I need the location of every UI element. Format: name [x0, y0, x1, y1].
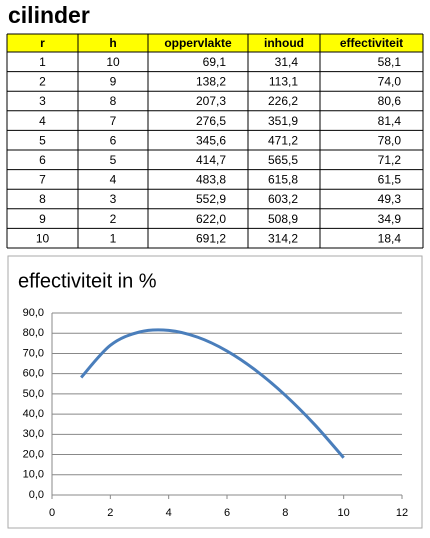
table-cell: 2 — [39, 75, 46, 89]
table-cell: 8 — [110, 94, 117, 108]
table-cell: 226,2 — [268, 94, 298, 108]
table-cell: 81,4 — [378, 114, 402, 128]
table-cell: 49,3 — [378, 192, 402, 206]
table-cell: 78,0 — [378, 133, 402, 147]
table-cell: 10 — [36, 231, 50, 245]
table-cell: 207,3 — [196, 94, 226, 108]
y-tick-label: 60,0 — [23, 368, 44, 380]
table-cell: 3 — [110, 192, 117, 206]
table-cell: 4 — [110, 173, 117, 187]
table-cell: 552,9 — [196, 192, 226, 206]
chart: 0,0 10,0 20,0 30,0 40,0 50,0 60,0 70,0 80,0 90,0 0… — [23, 307, 409, 519]
table-cell: 622,0 — [196, 212, 226, 226]
table-cell: 471,2 — [268, 133, 298, 147]
x-tick-label: 10 — [338, 507, 350, 519]
x-tick-label: 8 — [282, 507, 288, 519]
header-cell: h — [109, 36, 116, 50]
x-tick-label: 0 — [49, 507, 55, 519]
table-cell: 74,0 — [378, 75, 402, 89]
table-cell: 8 — [39, 192, 46, 206]
data-line — [80, 328, 345, 459]
header-cell: inhoud — [264, 36, 304, 50]
table-cell: 483,8 — [196, 173, 226, 187]
sheet-title: cilinder — [8, 2, 90, 28]
table-cell: 6 — [39, 153, 46, 167]
y-tick-label: 40,0 — [23, 408, 44, 420]
x-tick-label: 12 — [396, 507, 408, 519]
table-cell: 113,1 — [269, 75, 298, 89]
y-tick-label: 10,0 — [23, 469, 44, 481]
table-cell: 691,2 — [196, 231, 226, 245]
table-cell: 9 — [39, 212, 46, 226]
table-cell: 603,2 — [268, 192, 298, 206]
y-tick-label: 30,0 — [23, 428, 44, 440]
table-cell: 2 — [110, 212, 117, 226]
header-bg — [7, 34, 423, 52]
chart-frame — [7, 255, 423, 529]
table-cell: 61,5 — [378, 173, 402, 187]
header-cell: r — [40, 36, 45, 50]
x-tick-label: 2 — [107, 507, 113, 519]
y-tick-label: 80,0 — [23, 327, 44, 339]
chart-title: effectiviteit in % — [18, 270, 157, 292]
y-tick-label: 70,0 — [23, 347, 44, 359]
x-tick-label: 6 — [224, 507, 230, 519]
table-cell: 351,9 — [268, 114, 298, 128]
table-cell: 71,2 — [378, 153, 402, 167]
table-cell: 3 — [39, 94, 46, 108]
table-cell: 1 — [39, 55, 46, 69]
table-cell: 5 — [39, 133, 46, 147]
table-cell: 1 — [110, 231, 117, 245]
table-cell: 314,2 — [268, 231, 298, 245]
table-cell: 276,5 — [196, 114, 226, 128]
y-tick-label: 50,0 — [23, 388, 44, 400]
header-cell: effectiviteit — [340, 36, 403, 50]
table-cell: 9 — [110, 75, 117, 89]
table-cell: 34,9 — [378, 212, 402, 226]
table-cell: 4 — [39, 114, 46, 128]
table-cell: 80,6 — [378, 94, 402, 108]
header-cell: oppervlakte — [164, 36, 232, 50]
table-cell: 31,4 — [275, 55, 299, 69]
y-tick-label: 0,0 — [29, 489, 44, 501]
x-tick-label: 4 — [166, 507, 172, 519]
table-cell: 10 — [106, 55, 120, 69]
y-tick-label: 90,0 — [23, 307, 44, 319]
table-cell: 18,4 — [378, 231, 402, 245]
table-cell: 508,9 — [268, 212, 298, 226]
table-cell: 5 — [110, 153, 117, 167]
table: r h oppervlakte inhoud effectiviteit 1 10 69,1 3… — [6, 33, 424, 249]
table-cell: 6 — [110, 133, 117, 147]
table-cell: 7 — [39, 173, 46, 187]
table-cell: 615,8 — [268, 173, 298, 187]
y-tick-label: 20,0 — [23, 448, 44, 460]
table-cell: 345,6 — [196, 133, 226, 147]
table-cell: 138,2 — [196, 75, 226, 89]
table-cell: 565,5 — [268, 153, 298, 167]
table-cell: 58,1 — [378, 55, 402, 69]
table-cell: 7 — [110, 114, 117, 128]
table-cell: 69,1 — [203, 55, 227, 69]
table-cell: 414,7 — [196, 153, 226, 167]
